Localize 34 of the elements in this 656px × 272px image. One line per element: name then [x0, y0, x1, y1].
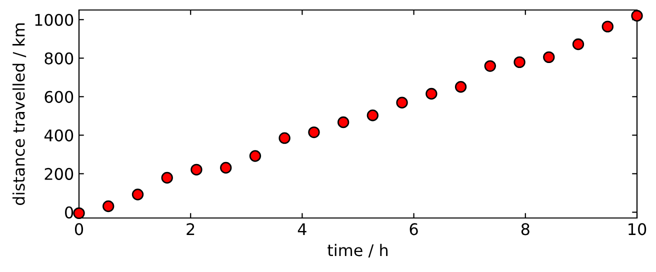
point	[602, 20, 614, 32]
x-tick-label: 10	[628, 223, 646, 236]
y-tick-label: 400	[44, 129, 74, 142]
point	[454, 81, 467, 93]
point	[514, 56, 526, 68]
point	[249, 150, 262, 162]
point	[278, 132, 290, 144]
point	[161, 172, 173, 184]
point	[631, 10, 643, 22]
point	[484, 60, 496, 72]
x-tick-label: 0	[74, 223, 84, 236]
point	[426, 88, 438, 100]
point	[102, 200, 114, 212]
x-tick-label: 4	[298, 223, 306, 235]
y-tick-label: 1000	[35, 14, 74, 26]
point	[73, 207, 85, 220]
point	[543, 51, 555, 64]
y-tick-label: 0	[65, 206, 74, 219]
y-tick-label: 200	[44, 168, 74, 180]
x-tick-label: 2	[186, 223, 194, 235]
point	[308, 126, 320, 138]
y-tick-label: 600	[44, 90, 74, 103]
x-tick-label: 8	[521, 223, 530, 236]
point	[190, 164, 202, 176]
x-axis-title: time / h	[328, 244, 388, 258]
point	[132, 188, 144, 200]
point	[220, 162, 232, 174]
point	[396, 96, 408, 108]
point	[337, 116, 350, 128]
point	[572, 38, 584, 50]
y-tick-label: 800	[44, 52, 74, 64]
y-axis-title: distance travelled / km	[12, 23, 26, 206]
x-tick-label: 6	[410, 223, 418, 236]
point	[366, 110, 379, 122]
